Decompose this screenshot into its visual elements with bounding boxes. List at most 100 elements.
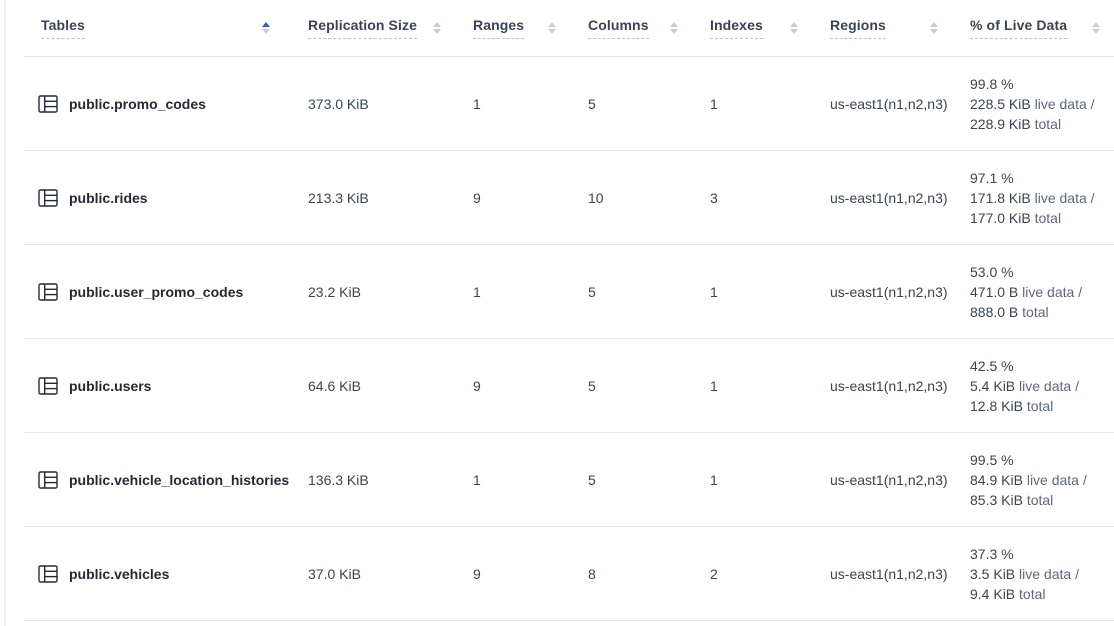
sort-asc-icon [930, 22, 938, 27]
column-header-label: Ranges [473, 17, 525, 39]
columns-cell: 8 [588, 565, 596, 582]
columns-cell: 5 [588, 377, 596, 394]
table-icon [38, 188, 58, 207]
sort-arrows-icon[interactable] [1092, 22, 1100, 34]
regions-cell: us-east1(n1,n2,n3) [830, 377, 948, 394]
replication-size-cell: 213.3 KiB [308, 189, 369, 206]
sort-desc-icon [1092, 29, 1100, 34]
total-data-size-line: 9.4 KiB total [970, 585, 1046, 602]
column-header-label: % of Live Data [970, 17, 1068, 39]
indexes-cell: 1 [710, 377, 718, 394]
table-name-link[interactable]: public.vehicles [69, 565, 170, 582]
total-data-size-line: 228.9 KiB total [970, 115, 1062, 132]
columns-cell: 5 [588, 283, 596, 300]
live-data-cell: 53.0 % 471.0 B live data / 888.0 B total [952, 262, 1114, 322]
sort-asc-icon [670, 22, 678, 27]
sort-arrows-icon[interactable] [262, 22, 270, 34]
table-row: public.user_promo_codes 23.2 KiB 1 5 1 u… [24, 245, 1114, 339]
sort-desc-icon [262, 29, 270, 34]
total-data-size-line: 85.3 KiB total [970, 491, 1054, 508]
sort-asc-icon [790, 22, 798, 27]
table-name-link[interactable]: public.rides [69, 189, 148, 206]
replication-size-cell: 23.2 KiB [308, 283, 361, 300]
regions-cell: us-east1(n1,n2,n3) [830, 283, 948, 300]
live-data-size-line: 471.0 B live data / [970, 283, 1083, 300]
sort-arrows-icon[interactable] [433, 22, 441, 34]
table-name-link[interactable]: public.user_promo_codes [69, 283, 244, 300]
table-row: public.users 64.6 KiB 9 5 1 us-east1(n1,… [24, 339, 1114, 433]
table-icon [38, 564, 58, 583]
total-data-size-line: 888.0 B total [970, 303, 1049, 320]
sort-arrows-icon[interactable] [670, 22, 678, 34]
table-name-cell: public.rides [24, 188, 290, 207]
replication-size-cell: 373.0 KiB [308, 95, 369, 112]
table-name-cell: public.user_promo_codes [24, 282, 290, 301]
live-data-percent: 99.8 % [970, 75, 1014, 92]
live-data-percent: 37.3 % [970, 545, 1014, 562]
ranges-cell: 1 [473, 471, 481, 488]
live-data-size-line: 228.5 KiB live data / [970, 95, 1095, 112]
table-body: public.promo_codes 373.0 KiB 1 5 1 us-ea… [24, 57, 1114, 621]
live-data-cell: 97.1 % 171.8 KiB live data / 177.0 KiB t… [952, 168, 1114, 228]
sort-arrows-icon[interactable] [548, 22, 556, 34]
regions-cell: us-east1(n1,n2,n3) [830, 95, 948, 112]
live-data-percent: 97.1 % [970, 169, 1014, 186]
column-header-columns[interactable]: Columns [570, 17, 692, 39]
column-header-indexes[interactable]: Indexes [692, 17, 812, 39]
sort-desc-icon [548, 29, 556, 34]
ranges-cell: 9 [473, 189, 481, 206]
column-header-regions[interactable]: Regions [812, 17, 952, 39]
table-icon [38, 94, 58, 113]
column-header-tables[interactable]: Tables [24, 17, 290, 39]
indexes-cell: 1 [710, 95, 718, 112]
sort-desc-icon [930, 29, 938, 34]
indexes-cell: 3 [710, 189, 718, 206]
table-name-link[interactable]: public.users [69, 377, 152, 394]
regions-cell: us-east1(n1,n2,n3) [830, 565, 948, 582]
table-header-row: Tables Replication Size Ranges Columns I… [24, 0, 1114, 57]
content-left-border [4, 0, 6, 626]
sort-arrows-icon[interactable] [790, 22, 798, 34]
table-row: public.vehicles 37.0 KiB 9 8 2 us-east1(… [24, 527, 1114, 621]
columns-cell: 5 [588, 471, 596, 488]
column-header-label: Indexes [710, 17, 763, 39]
ranges-cell: 9 [473, 565, 481, 582]
sort-asc-icon [1092, 22, 1100, 27]
replication-size-cell: 64.6 KiB [308, 377, 361, 394]
column-header-ranges[interactable]: Ranges [455, 17, 570, 39]
table-icon [38, 470, 58, 489]
live-data-percent: 99.5 % [970, 451, 1014, 468]
total-data-size-line: 12.8 KiB total [970, 397, 1054, 414]
column-header-label: Tables [41, 17, 85, 39]
live-data-percent: 42.5 % [970, 357, 1014, 374]
columns-cell: 10 [588, 189, 604, 206]
column-header-replication-size[interactable]: Replication Size [290, 17, 455, 39]
sort-desc-icon [433, 29, 441, 34]
regions-cell: us-east1(n1,n2,n3) [830, 471, 948, 488]
indexes-cell: 2 [710, 565, 718, 582]
sort-desc-icon [790, 29, 798, 34]
live-data-cell: 37.3 % 3.5 KiB live data / 9.4 KiB total [952, 544, 1114, 604]
column-header-label: Columns [588, 17, 649, 39]
table-icon [38, 282, 58, 301]
table-row: public.vehicle_location_histories 136.3 … [24, 433, 1114, 527]
table-name-cell: public.vehicles [24, 564, 290, 583]
column-header-live-data[interactable]: % of Live Data [952, 17, 1114, 39]
table-row: public.promo_codes 373.0 KiB 1 5 1 us-ea… [24, 57, 1114, 151]
table-name-link[interactable]: public.vehicle_location_histories [69, 471, 290, 488]
ranges-cell: 1 [473, 95, 481, 112]
table-name-cell: public.users [24, 376, 290, 395]
live-data-size-line: 84.9 KiB live data / [970, 471, 1087, 488]
ranges-cell: 1 [473, 283, 481, 300]
live-data-cell: 99.5 % 84.9 KiB live data / 85.3 KiB tot… [952, 450, 1114, 510]
live-data-percent: 53.0 % [970, 263, 1014, 280]
table-name-link[interactable]: public.promo_codes [69, 95, 206, 112]
live-data-cell: 99.8 % 228.5 KiB live data / 228.9 KiB t… [952, 74, 1114, 134]
table-icon [38, 376, 58, 395]
sort-asc-icon [262, 22, 270, 27]
live-data-size-line: 3.5 KiB live data / [970, 565, 1079, 582]
sort-asc-icon [548, 22, 556, 27]
column-header-label: Regions [830, 17, 886, 39]
sort-arrows-icon[interactable] [930, 22, 938, 34]
total-data-size-line: 177.0 KiB total [970, 209, 1062, 226]
